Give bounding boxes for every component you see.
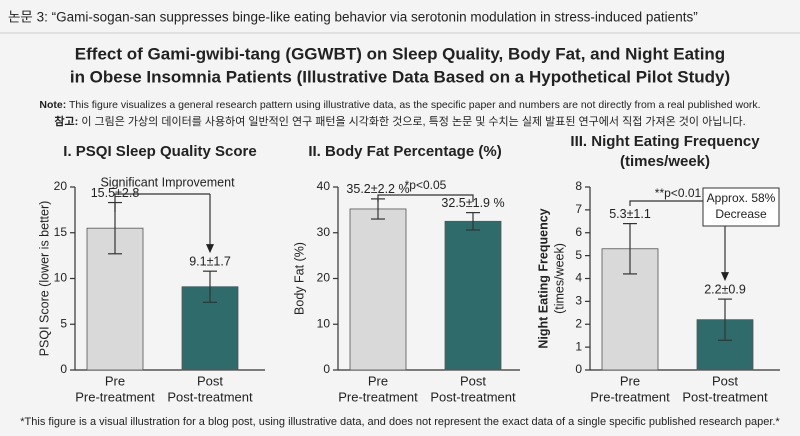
y-tick-label: 20 <box>317 271 331 285</box>
note-ko: 참고: 이 그림은 가상의 데이터를 사용하여 일반적인 연구 패턴을 시각화한… <box>54 114 745 128</box>
y-axis-label: Night Eating Frequency <box>536 208 550 348</box>
bracket <box>629 200 703 206</box>
y-tick-label: 7 <box>575 202 582 216</box>
x-tick-label: Pre <box>620 373 640 388</box>
annotation: Decrease <box>715 207 767 221</box>
title: in Obese Insomnia Patients (Illustrative… <box>70 67 730 86</box>
value-label: 2.2±0.9 <box>704 282 746 296</box>
note-label: Note: <box>39 99 66 111</box>
x-tick-label: Post <box>712 373 738 388</box>
y-tick-label: 10 <box>54 271 68 285</box>
y-tick-label: 20 <box>54 179 68 193</box>
bar <box>444 220 502 371</box>
value-label: 32.5±1.9 % <box>441 196 504 210</box>
annotation-box <box>702 187 780 227</box>
y-tick-label: 10 <box>317 316 331 330</box>
x-tick-label: Post <box>460 373 486 388</box>
annotation: **p<0.01 <box>655 186 702 200</box>
value-label: 9.1±1.7 <box>189 254 231 268</box>
panel-title: I. PSQI Sleep Quality Score <box>63 143 256 160</box>
y-tick-label: 0 <box>575 362 582 376</box>
arrow-head <box>721 272 729 282</box>
bar <box>349 208 407 371</box>
y-tick-label: 15 <box>54 225 68 239</box>
x-tick-sublabel: Post-treatment <box>430 389 516 404</box>
y-tick-label: 8 <box>575 179 582 193</box>
x-tick-sublabel: Post-treatment <box>167 389 253 404</box>
arrow-head <box>206 244 214 254</box>
y-axis-label: PSQI Score (lower is better) <box>37 201 51 357</box>
y-tick-label: 40 <box>317 179 331 193</box>
y-tick-label: 5 <box>575 248 582 262</box>
note-text: This figure visualizes a general researc… <box>69 99 761 111</box>
annotation: *p<0.05 <box>405 178 447 192</box>
annotation: Approx. 58% <box>707 191 776 205</box>
x-tick-sublabel: Pre-treatment <box>75 389 155 404</box>
value-label: 5.3±1.1 <box>609 207 651 221</box>
y-tick-label: 4 <box>575 271 582 285</box>
panel-title: II. Body Fat Percentage (%) <box>308 143 501 160</box>
y-axis-label: Body Fat (%) <box>292 242 306 315</box>
header: 논문 3: “Gami-sogan-san suppresses binge-l… <box>8 10 698 25</box>
y-tick-label: 6 <box>575 225 582 239</box>
panel-title: III. Night Eating Frequency <box>570 133 760 150</box>
y-tick-label: 1 <box>575 339 582 353</box>
panel-title: (times/week) <box>620 153 710 170</box>
x-tick-label: Pre <box>105 373 125 388</box>
x-tick-sublabel: Pre-treatment <box>590 389 670 404</box>
y-tick-label: 30 <box>317 225 331 239</box>
y-axis-label: (times/week) <box>552 243 566 314</box>
note-ko-text: 이 그림은 가상의 데이터를 사용하여 일반적인 연구 패턴을 시각화한 것으로… <box>81 114 745 128</box>
footer: *This figure is a visual illustration fo… <box>20 416 780 428</box>
x-tick-label: Post <box>197 373 223 388</box>
value-label: 15.5±2.8 <box>91 186 140 200</box>
x-tick-sublabel: Post-treatment <box>682 389 768 404</box>
bracket <box>114 193 210 212</box>
value-label: 35.2±2.2 % <box>346 182 409 196</box>
bracket <box>377 194 474 202</box>
y-tick-label: 2 <box>575 316 582 330</box>
y-tick-label: 3 <box>575 294 582 308</box>
note-ko-label: 참고: <box>54 114 78 128</box>
x-tick-sublabel: Pre-treatment <box>338 389 418 404</box>
y-tick-label: 5 <box>60 316 67 330</box>
title: Effect of Gami-gwibi-tang (GGWBT) on Sle… <box>75 44 725 63</box>
x-tick-label: Pre <box>368 373 388 388</box>
annotation: Significant Improvement <box>100 175 235 189</box>
y-tick-label: 0 <box>60 362 67 376</box>
note: Note: This figure visualizes a general r… <box>39 99 760 111</box>
y-tick-label: 0 <box>323 362 330 376</box>
